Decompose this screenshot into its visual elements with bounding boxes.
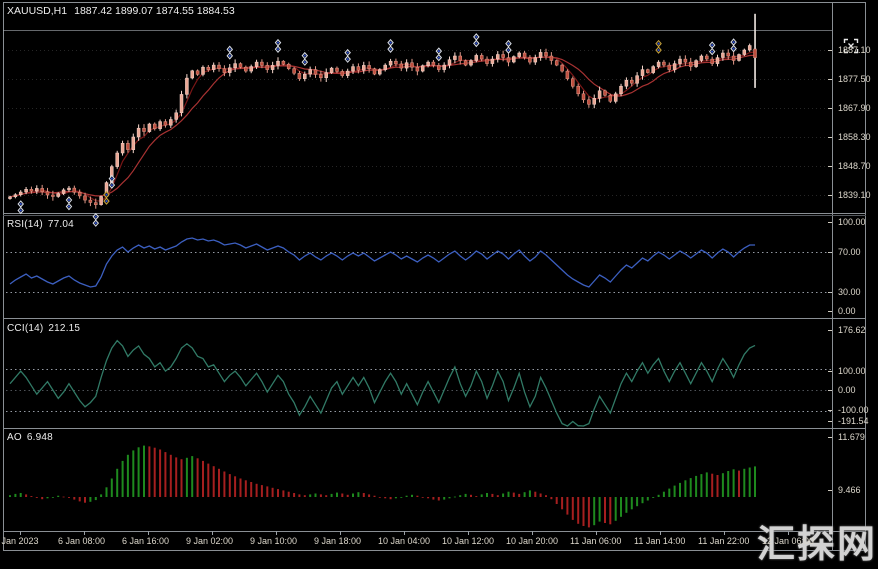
time-axis-label: 10 Jan 04:00: [378, 536, 431, 546]
symbol-period-label: XAUUSD,H1: [7, 5, 68, 17]
price-axis-label: 1839.10: [838, 190, 871, 200]
price-axis-label: 1858.30: [838, 132, 871, 142]
cci-panel-title: CCI(14) 212.15: [7, 323, 80, 334]
rsi-panel-title: RSI(14) 77.04: [7, 219, 74, 230]
rsi-indicator-value: 77.04: [47, 219, 74, 230]
price-axis-label: 1887.10: [838, 45, 871, 55]
rsi-indicator-name: RSI(14): [7, 219, 43, 230]
ohlc-values: 1887.42 1899.07 1874.55 1884.53: [74, 5, 235, 17]
cci-indicator-name: CCI(14): [7, 323, 44, 334]
time-axis-label: 11 Jan 06:00: [570, 536, 622, 546]
time-axis-label: 6 Jan 16:00: [122, 536, 170, 546]
chart-expand-icon[interactable]: [843, 38, 859, 54]
time-axis-label: 10 Jan 20:00: [506, 536, 559, 546]
rsi-axis-label: 70.00: [838, 247, 861, 257]
cci-indicator-value: 212.15: [48, 323, 81, 334]
ao-indicator-name: AO: [7, 432, 22, 443]
rsi-axis-label: 30.00: [838, 287, 861, 297]
time-axis-label: 12 Jan 06:00: [762, 536, 815, 546]
ao-axis-label: 11.679: [838, 432, 865, 442]
rsi-axis-label: 100.00: [838, 217, 866, 227]
cci-axis-label: 100.00: [838, 366, 866, 376]
time-axis-label: 6 Jan 08:00: [58, 536, 106, 546]
time-axis-label: 9 Jan 10:00: [250, 536, 298, 546]
cci-axis-label: 0.00: [838, 385, 856, 395]
ao-axis-label: 9.466: [838, 485, 861, 495]
time-axis-label: 5 Jan 2023: [0, 536, 39, 546]
cci-axis-label: -191.54: [838, 416, 869, 426]
ao-indicator-value: 6.948: [26, 432, 53, 443]
price-axis-label: 1877.50: [838, 74, 871, 84]
price-axis-label: 1848.70: [838, 161, 871, 171]
time-axis-label: 9 Jan 02:00: [186, 536, 234, 546]
time-axis-label: 9 Jan 18:00: [314, 536, 362, 546]
cci-axis-label: -100.00: [838, 405, 869, 415]
time-axis-label: 11 Jan 14:00: [634, 536, 686, 546]
time-axis-label: 11 Jan 22:00: [698, 536, 750, 546]
rsi-axis-label: 0.00: [838, 306, 856, 316]
price-axis-label: 1867.90: [838, 103, 871, 113]
time-axis-label: 10 Jan 12:00: [442, 536, 495, 546]
ao-panel-title: AO 6.948: [7, 432, 53, 443]
chart-title: XAUUSD,H1 1887.42 1899.07 1874.55 1884.53: [7, 5, 235, 17]
cci-axis-label: 176.62: [838, 325, 866, 335]
watermark: 汇探网: [756, 524, 877, 566]
